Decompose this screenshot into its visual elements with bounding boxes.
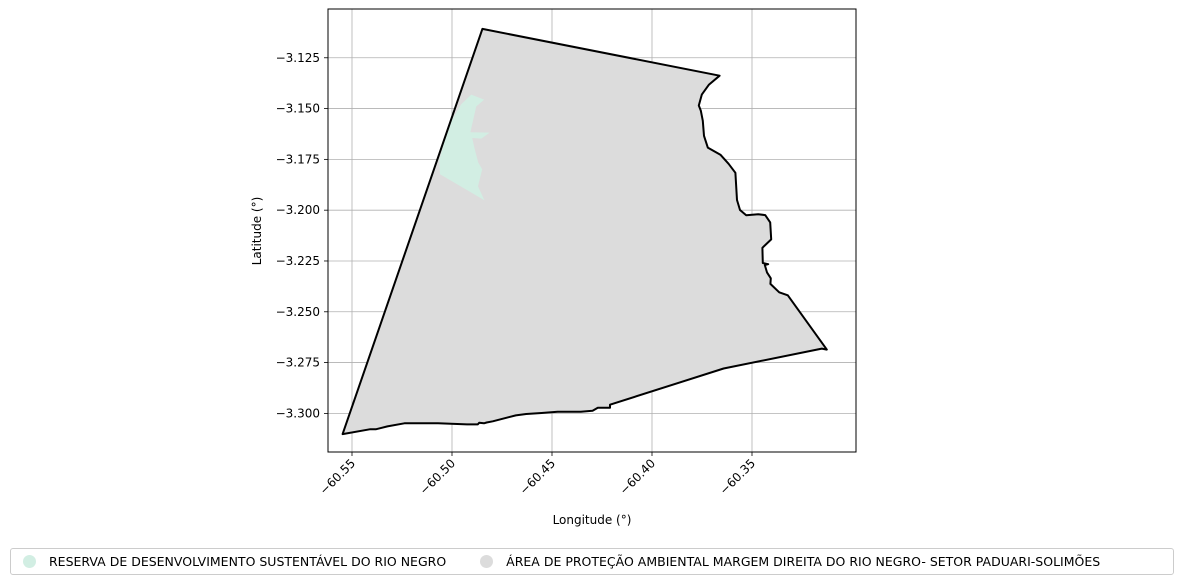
y-tick-label: −3.225 xyxy=(276,254,320,268)
legend-item-reserva: RESERVA DE DESENVOLVIMENTO SUSTENTÁVEL D… xyxy=(23,554,446,569)
x-tick-label: −60.35 xyxy=(717,456,758,497)
x-tick-label: −60.55 xyxy=(317,456,358,497)
y-tick-label: −3.200 xyxy=(276,203,320,217)
x-tick-label: −60.40 xyxy=(617,456,658,497)
y-tick-label: −3.250 xyxy=(276,305,320,319)
region-outline xyxy=(341,27,828,436)
legend-item-apa: ÁREA DE PROTEÇÃO AMBIENTAL MARGEM DIREIT… xyxy=(480,554,1100,569)
y-tick-label: −3.275 xyxy=(276,356,320,370)
legend-swatch-reserva xyxy=(23,555,36,568)
plot-frame xyxy=(327,8,857,453)
y-tick-label: −3.300 xyxy=(276,406,320,420)
legend: RESERVA DE DESENVOLVIMENTO SUSTENTÁVEL D… xyxy=(10,548,1174,575)
region-reserva-rio-negro xyxy=(439,94,490,201)
x-tick-label: −60.45 xyxy=(517,456,558,497)
map-plot: −60.55 −60.50 −60.45 −60.40 −60.35 −3.125 −3.1… xyxy=(250,8,857,527)
legend-label-apa: ÁREA DE PROTEÇÃO AMBIENTAL MARGEM DIREIT… xyxy=(506,554,1101,569)
legend-label-reserva: RESERVA DE DESENVOLVIMENTO SUSTENTÁVEL D… xyxy=(49,554,447,569)
region-apa-paduari-solimoes xyxy=(342,28,827,435)
y-tick-label: −3.150 xyxy=(276,102,320,116)
y-tick-label: −3.175 xyxy=(276,152,320,166)
y-tick-label: −3.125 xyxy=(276,51,320,65)
x-tick-label: −60.50 xyxy=(417,456,458,497)
y-axis-label: Latitude (°) xyxy=(250,197,264,266)
legend-swatch-apa xyxy=(480,555,494,568)
region-polygons xyxy=(341,27,828,436)
x-axis-label: Longitude (°) xyxy=(553,513,632,527)
